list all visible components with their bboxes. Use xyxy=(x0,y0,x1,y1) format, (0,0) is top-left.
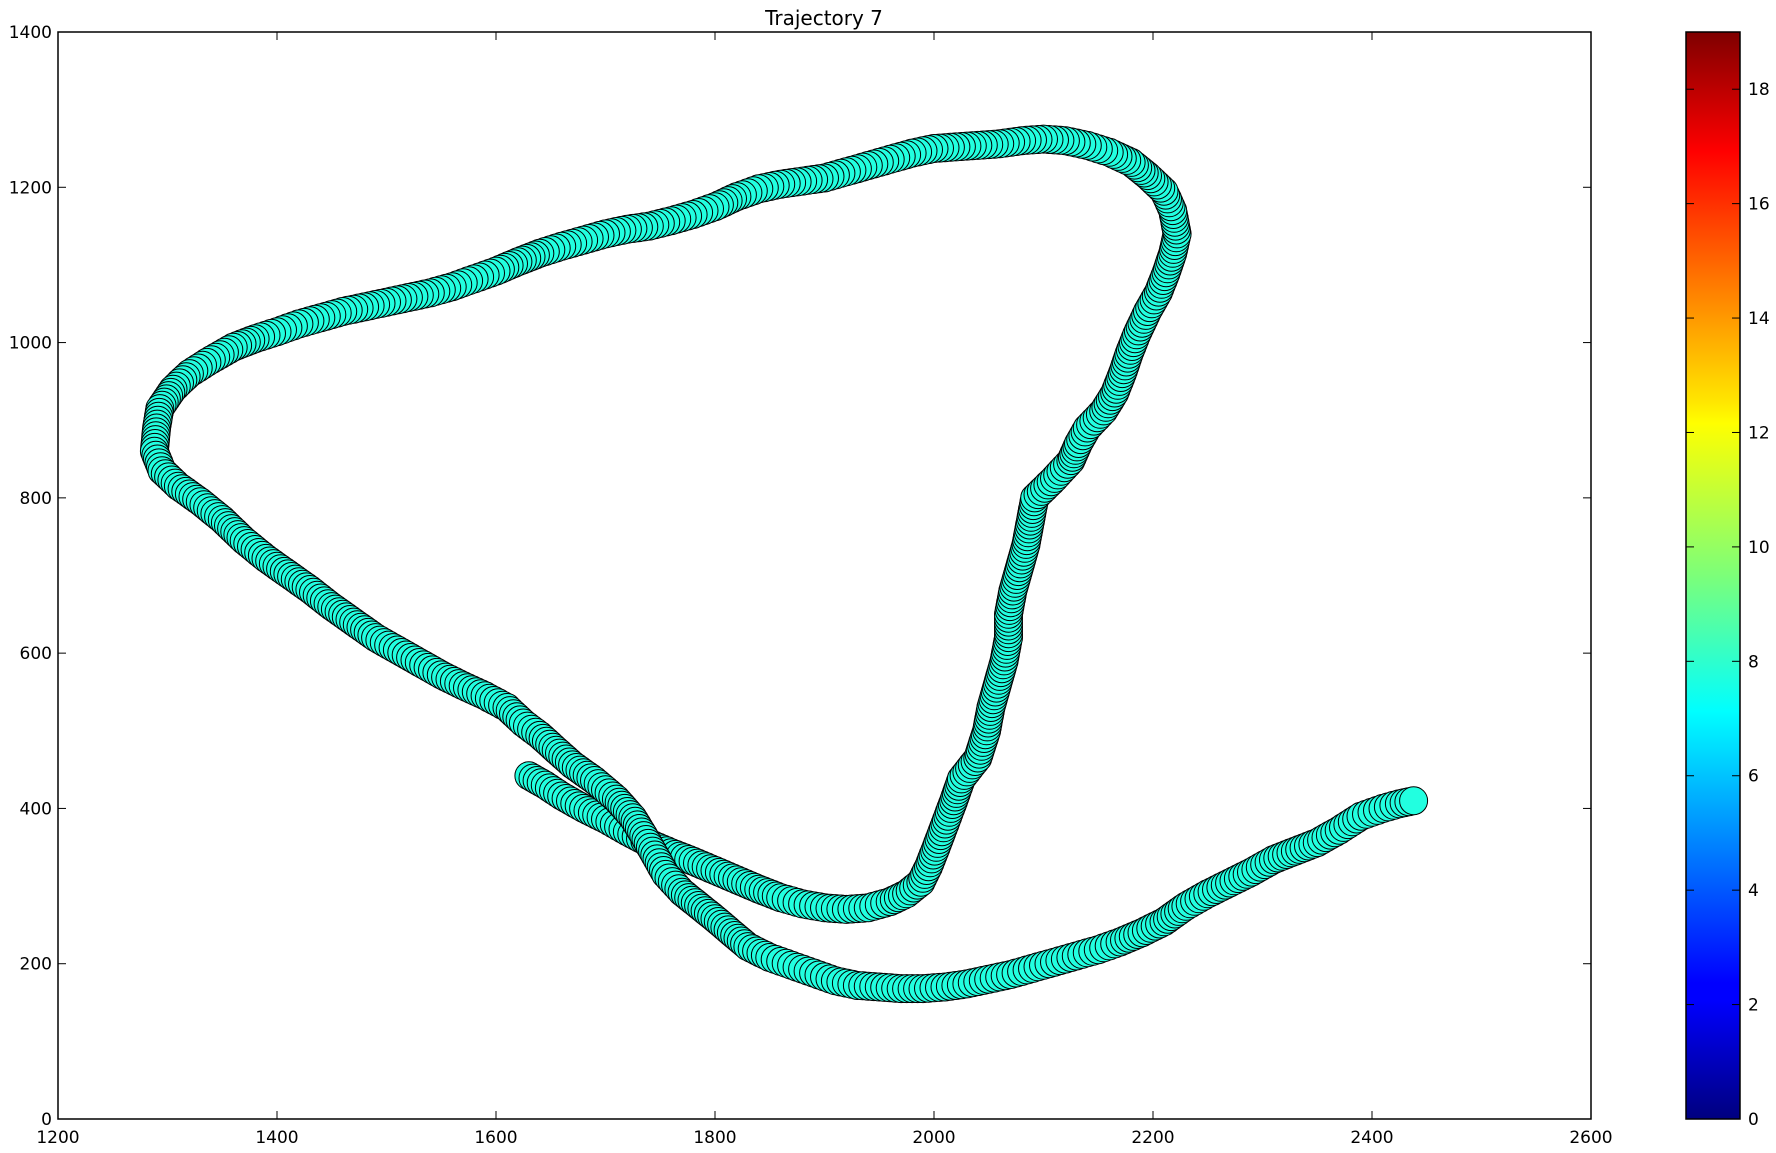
colorbar-axis: 0 2 4 6 8 10 12 14 16 18 xyxy=(1686,80,1770,1130)
plot-frame xyxy=(57,31,1592,1120)
colorbar-tick-label: 10 xyxy=(1748,538,1770,558)
colorbar-tick-label: 8 xyxy=(1748,652,1759,672)
colorbar-tick-label: 18 xyxy=(1748,80,1770,100)
y-tick-label: 1400 xyxy=(9,23,52,43)
y-tick-label: 800 xyxy=(20,489,52,509)
colorbar-tick-label: 12 xyxy=(1748,423,1770,443)
y-tick-label: 0 xyxy=(41,1110,52,1130)
x-axis: 1200 1400 1600 1800 2000 2200 2400 2600 xyxy=(36,32,1613,1148)
trajectory-point xyxy=(1399,786,1429,816)
y-axis: 0 200 400 600 800 1000 1200 1400 xyxy=(9,23,1591,1130)
colorbar xyxy=(1685,31,1741,1120)
colorbar-tick-label: 14 xyxy=(1748,309,1770,329)
chart-title: Trajectory 7 xyxy=(764,6,883,30)
x-tick-label: 1600 xyxy=(474,1128,517,1148)
x-tick-label: 2000 xyxy=(912,1128,955,1148)
colorbar-tick-label: 4 xyxy=(1748,881,1759,901)
scatter-points xyxy=(139,124,1429,1004)
colorbar-tick-label: 0 xyxy=(1748,1110,1759,1130)
x-tick-label: 1400 xyxy=(255,1128,298,1148)
x-tick-label: 1200 xyxy=(36,1128,79,1148)
y-tick-label: 200 xyxy=(20,955,52,975)
y-tick-label: 1000 xyxy=(9,334,52,354)
y-tick-label: 1200 xyxy=(9,178,52,198)
x-tick-label: 2400 xyxy=(1350,1128,1393,1148)
colorbar-tick-label: 2 xyxy=(1748,996,1759,1016)
y-tick-label: 400 xyxy=(20,799,52,819)
colorbar-tick-label: 16 xyxy=(1748,195,1770,215)
x-tick-label: 2600 xyxy=(1569,1128,1612,1148)
colorbar-tick-label: 6 xyxy=(1748,767,1759,787)
y-tick-label: 600 xyxy=(20,644,52,664)
x-tick-label: 2200 xyxy=(1131,1128,1174,1148)
x-tick-label: 1800 xyxy=(693,1128,736,1148)
